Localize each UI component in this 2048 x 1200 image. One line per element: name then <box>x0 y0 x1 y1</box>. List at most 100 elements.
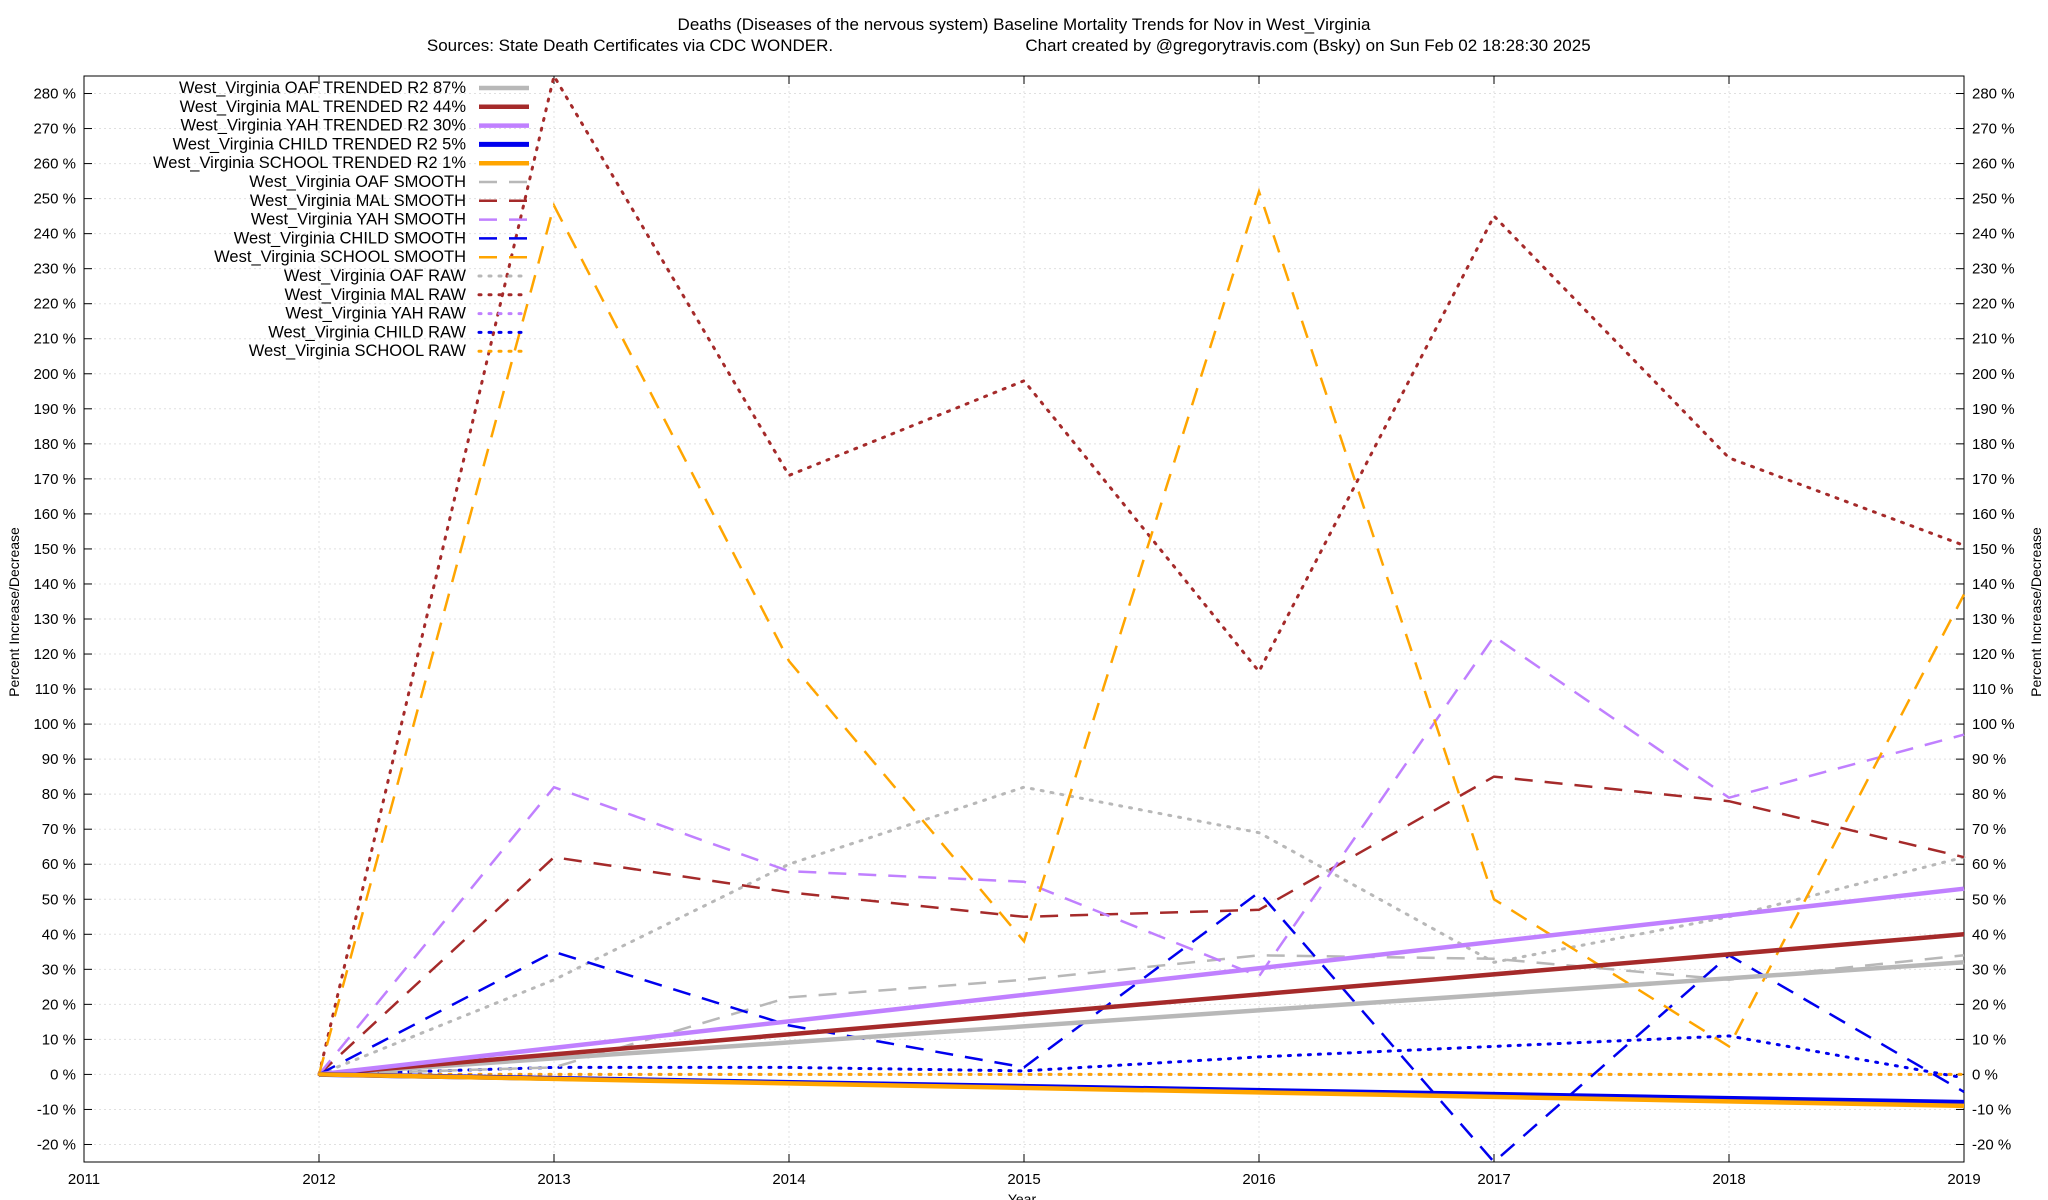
y-tick-label-right: 40 % <box>1972 926 2006 943</box>
legend-label-mal-raw: West_Virginia MAL RAW <box>284 286 466 304</box>
y-tick-label-left: 20 % <box>42 996 76 1013</box>
y-tick-label-right: 70 % <box>1972 821 2006 838</box>
y-tick-label-right: 120 % <box>1972 646 2015 663</box>
x-tick-label: 2015 <box>1007 1171 1040 1188</box>
y-tick-label-right: 110 % <box>1972 681 2013 698</box>
y-tick-label-right: 250 % <box>1972 191 2015 208</box>
y-axis-label-right: Percent Increase/Decrease <box>2028 527 2044 697</box>
axes-layer: -20 % -20 % -10 % -10 % 0 % 0 % 10 % 10 % 20 % 20… <box>33 75 2015 1188</box>
y-tick-label-right: 170 % <box>1972 471 2015 488</box>
legend-label-oaf-raw: West_Virginia OAF RAW <box>284 267 467 285</box>
y-tick-label-right: 240 % <box>1972 226 2015 243</box>
y-tick-label-left: 0 % <box>50 1066 76 1083</box>
y-tick-label-right: 150 % <box>1972 541 2015 558</box>
series-line-school-trended <box>318 1072 1965 1109</box>
series-line-mal-trended <box>318 932 1965 1077</box>
y-tick-label-left: 170 % <box>33 471 76 488</box>
y-tick-label-left: 40 % <box>42 926 76 943</box>
chart-title: Deaths (Diseases of the nervous system) … <box>678 15 1371 34</box>
legend-label-child-raw: West_Virginia CHILD RAW <box>268 323 466 341</box>
y-tick-label-left: 50 % <box>42 891 76 908</box>
y-tick-label-right: 180 % <box>1972 436 2015 453</box>
x-tick-label: 2018 <box>1712 1171 1745 1188</box>
x-tick-label: 2013 <box>537 1171 570 1188</box>
y-axis-label-left: Percent Increase/Decrease <box>6 527 22 697</box>
legend-label-oaf-smooth: West_Virginia OAF SMOOTH <box>249 173 466 191</box>
legend-label-mal-smooth: West_Virginia MAL SMOOTH <box>250 192 466 210</box>
x-tick-label: 2019 <box>1947 1171 1980 1188</box>
series-line-child-raw <box>317 1034 1966 1080</box>
y-tick-label-left: 90 % <box>42 751 76 768</box>
y-tick-label-right: 50 % <box>1972 891 2006 908</box>
y-tick-label-left: 160 % <box>33 506 76 523</box>
legend-label-yah-trended: West_Virginia YAH TRENDED R2 30% <box>180 117 466 135</box>
series-line-mal-smooth <box>318 775 1965 1076</box>
series-layer <box>317 72 1966 1164</box>
y-tick-label-left: 230 % <box>33 261 76 278</box>
series-line-oaf-trended <box>318 960 1965 1077</box>
x-tick-label: 2017 <box>1477 1171 1510 1188</box>
y-tick-label-left: 220 % <box>33 296 76 313</box>
series-line-oaf-raw <box>317 785 1966 1076</box>
legend-label-child-trended: West_Virginia CHILD TRENDED R2 5% <box>173 135 467 153</box>
x-axis-label: Year <box>1008 1191 1037 1200</box>
y-tick-label-left: 120 % <box>33 646 76 663</box>
y-tick-label-left: 270 % <box>33 121 76 138</box>
y-tick-label-left: 280 % <box>33 86 76 103</box>
legend: West_Virginia OAF TRENDED R2 87%West_Vir… <box>153 79 531 360</box>
x-tick-label: 2016 <box>1242 1171 1275 1188</box>
x-tick-label: 2014 <box>772 1171 805 1188</box>
grid-layer <box>83 76 1965 1162</box>
y-tick-label-left: 30 % <box>42 961 76 978</box>
y-tick-label-right: 200 % <box>1972 366 2015 383</box>
x-tick-label: 2012 <box>302 1171 335 1188</box>
y-tick-label-right: 210 % <box>1972 331 2015 348</box>
x-tick-label: 2011 <box>68 1171 100 1188</box>
y-tick-label-left: 100 % <box>33 716 76 733</box>
legend-label-school-smooth: West_Virginia SCHOOL SMOOTH <box>214 248 466 266</box>
y-tick-label-left: 80 % <box>42 786 76 803</box>
series-line-yah-trended <box>318 886 1965 1077</box>
legend-label-school-raw: West_Virginia SCHOOL RAW <box>249 342 467 360</box>
y-tick-label-right: 260 % <box>1972 156 2015 173</box>
y-tick-label-left: 70 % <box>42 821 76 838</box>
chart-subtitle-right: Chart created by @gregorytravis.com (Bsk… <box>1025 36 1590 55</box>
y-tick-label-right: -20 % <box>1972 1136 2011 1153</box>
y-tick-label-right: 0 % <box>1972 1066 1998 1083</box>
series-line-mal-raw <box>317 72 1966 1076</box>
y-tick-label-right: 60 % <box>1972 856 2006 873</box>
y-tick-label-right: 10 % <box>1972 1031 2006 1048</box>
y-tick-label-left: 110 % <box>35 681 76 698</box>
y-tick-label-left: -20 % <box>37 1136 76 1153</box>
y-tick-label-right: 20 % <box>1972 996 2006 1013</box>
y-tick-label-left: 260 % <box>33 156 76 173</box>
legend-label-yah-raw: West_Virginia YAH RAW <box>285 305 466 323</box>
legend-label-child-smooth: West_Virginia CHILD SMOOTH <box>234 229 466 247</box>
y-tick-label-right: 80 % <box>1972 786 2006 803</box>
legend-label-school-trended: West_Virginia SCHOOL TRENDED R2 1% <box>153 154 466 172</box>
legend-label-mal-trended: West_Virginia MAL TRENDED R2 44% <box>180 98 467 116</box>
y-tick-label-right: 220 % <box>1972 296 2015 313</box>
series-line-school-smooth <box>317 187 1966 1075</box>
y-tick-label-right: 190 % <box>1972 401 2015 418</box>
y-tick-label-right: 100 % <box>1972 716 2015 733</box>
y-tick-label-left: 60 % <box>42 856 76 873</box>
y-tick-label-left: 150 % <box>33 541 76 558</box>
series-line-yah-smooth <box>318 634 1965 1076</box>
y-tick-label-left: -10 % <box>37 1101 76 1118</box>
y-tick-label-right: 90 % <box>1972 751 2006 768</box>
y-tick-label-right: 130 % <box>1972 611 2015 628</box>
y-tick-label-left: 180 % <box>33 436 76 453</box>
y-tick-label-left: 200 % <box>33 366 76 383</box>
y-tick-label-left: 210 % <box>33 331 76 348</box>
legend-label-yah-smooth: West_Virginia YAH SMOOTH <box>251 211 466 229</box>
y-tick-label-right: 30 % <box>1972 961 2006 978</box>
y-tick-label-left: 240 % <box>33 226 76 243</box>
y-tick-label-right: 280 % <box>1972 86 2015 103</box>
y-tick-label-left: 250 % <box>33 191 76 208</box>
series-line-child-smooth <box>318 890 1965 1164</box>
y-tick-label-left: 130 % <box>33 611 76 628</box>
y-tick-label-right: 270 % <box>1972 121 2015 138</box>
y-tick-label-left: 10 % <box>42 1031 76 1048</box>
